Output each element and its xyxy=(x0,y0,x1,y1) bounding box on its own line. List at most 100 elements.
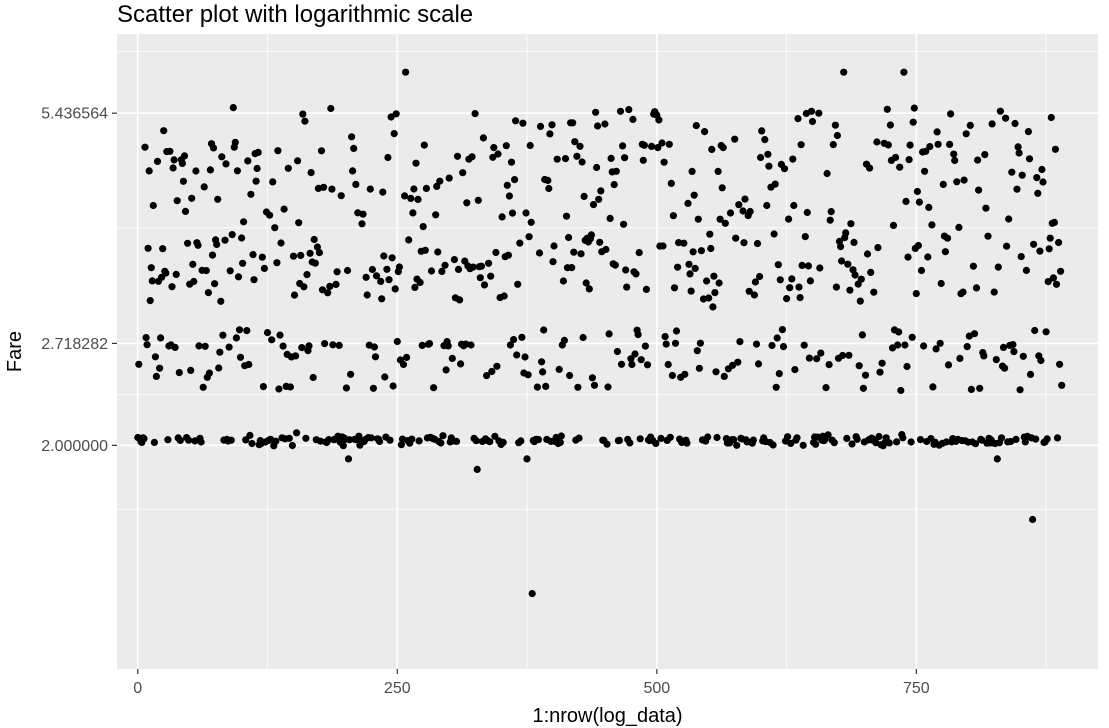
data-point xyxy=(348,133,356,141)
data-point xyxy=(263,329,272,337)
data-point xyxy=(967,385,976,393)
data-point xyxy=(795,283,803,291)
y-tick-label: 5.436564 xyxy=(41,106,108,123)
data-point xyxy=(388,254,396,262)
data-point xyxy=(377,277,385,285)
data-point xyxy=(780,165,789,173)
data-point xyxy=(399,360,408,369)
data-point xyxy=(502,142,510,150)
chart-title: Scatter plot with logarithmic scale xyxy=(117,1,474,28)
data-point xyxy=(607,154,615,162)
data-point xyxy=(712,368,720,376)
data-point xyxy=(937,279,945,288)
data-point xyxy=(392,110,400,118)
data-point xyxy=(140,435,148,443)
data-point xyxy=(655,116,663,124)
data-point xyxy=(522,209,530,217)
data-point xyxy=(900,68,908,76)
data-point xyxy=(847,220,855,228)
data-point xyxy=(951,156,959,165)
data-point xyxy=(318,286,327,294)
data-point xyxy=(549,258,557,266)
data-point xyxy=(812,440,820,448)
data-point xyxy=(569,119,577,127)
data-point xyxy=(974,156,982,164)
data-point xyxy=(642,285,651,293)
data-point xyxy=(469,263,477,271)
data-point xyxy=(252,177,260,185)
data-point xyxy=(516,239,524,247)
data-point xyxy=(555,365,563,373)
data-point xyxy=(895,328,903,336)
data-point xyxy=(1005,215,1013,223)
data-point xyxy=(893,438,901,446)
data-point xyxy=(1011,119,1019,128)
data-point xyxy=(822,384,830,392)
data-point xyxy=(622,266,630,274)
data-point xyxy=(684,199,692,207)
data-point xyxy=(259,383,267,391)
data-point xyxy=(603,440,611,448)
data-point xyxy=(710,272,718,280)
data-point xyxy=(434,248,442,256)
data-point xyxy=(588,374,597,382)
data-point xyxy=(157,334,165,342)
data-point xyxy=(380,252,388,260)
data-point xyxy=(776,276,784,284)
data-point xyxy=(916,436,925,444)
data-point xyxy=(347,370,355,378)
data-point xyxy=(548,121,556,129)
data-point xyxy=(915,198,924,206)
data-point xyxy=(453,152,462,160)
data-point xyxy=(970,330,979,338)
data-point xyxy=(218,153,226,161)
data-point xyxy=(910,104,918,112)
data-point xyxy=(253,164,261,173)
data-point xyxy=(962,130,970,138)
data-point xyxy=(509,336,518,344)
data-point xyxy=(474,196,482,204)
data-point xyxy=(507,158,516,166)
data-point xyxy=(703,277,711,285)
data-point xyxy=(1025,155,1034,163)
data-point xyxy=(411,283,419,291)
data-point xyxy=(815,109,823,117)
data-point xyxy=(315,249,323,257)
data-point xyxy=(159,245,167,253)
data-point xyxy=(733,441,741,449)
data-point xyxy=(550,242,558,250)
data-point xyxy=(448,354,456,362)
data-point xyxy=(753,239,762,248)
data-point xyxy=(405,236,413,244)
data-point xyxy=(606,214,614,222)
data-point xyxy=(344,455,353,463)
data-point xyxy=(1002,114,1010,122)
data-point xyxy=(768,341,776,350)
data-point xyxy=(302,434,310,442)
data-point xyxy=(924,253,932,261)
data-point xyxy=(903,362,911,371)
data-point xyxy=(876,368,884,376)
data-point xyxy=(221,236,229,244)
data-point xyxy=(1032,435,1040,443)
data-point xyxy=(540,326,548,334)
data-point xyxy=(418,341,426,349)
data-point xyxy=(734,358,742,366)
data-point xyxy=(984,232,992,240)
data-point xyxy=(1043,435,1051,443)
data-point xyxy=(483,372,491,380)
data-point xyxy=(1049,274,1057,282)
data-point xyxy=(758,127,766,135)
data-point xyxy=(857,275,865,283)
data-point xyxy=(526,141,534,150)
data-point xyxy=(701,128,709,136)
data-point xyxy=(510,176,519,184)
data-point xyxy=(797,141,805,149)
data-point xyxy=(511,117,520,125)
data-point xyxy=(422,184,430,192)
data-point xyxy=(648,142,656,150)
data-point xyxy=(1024,128,1032,136)
data-point xyxy=(1013,185,1021,193)
data-point xyxy=(419,223,427,231)
data-point xyxy=(934,140,942,148)
